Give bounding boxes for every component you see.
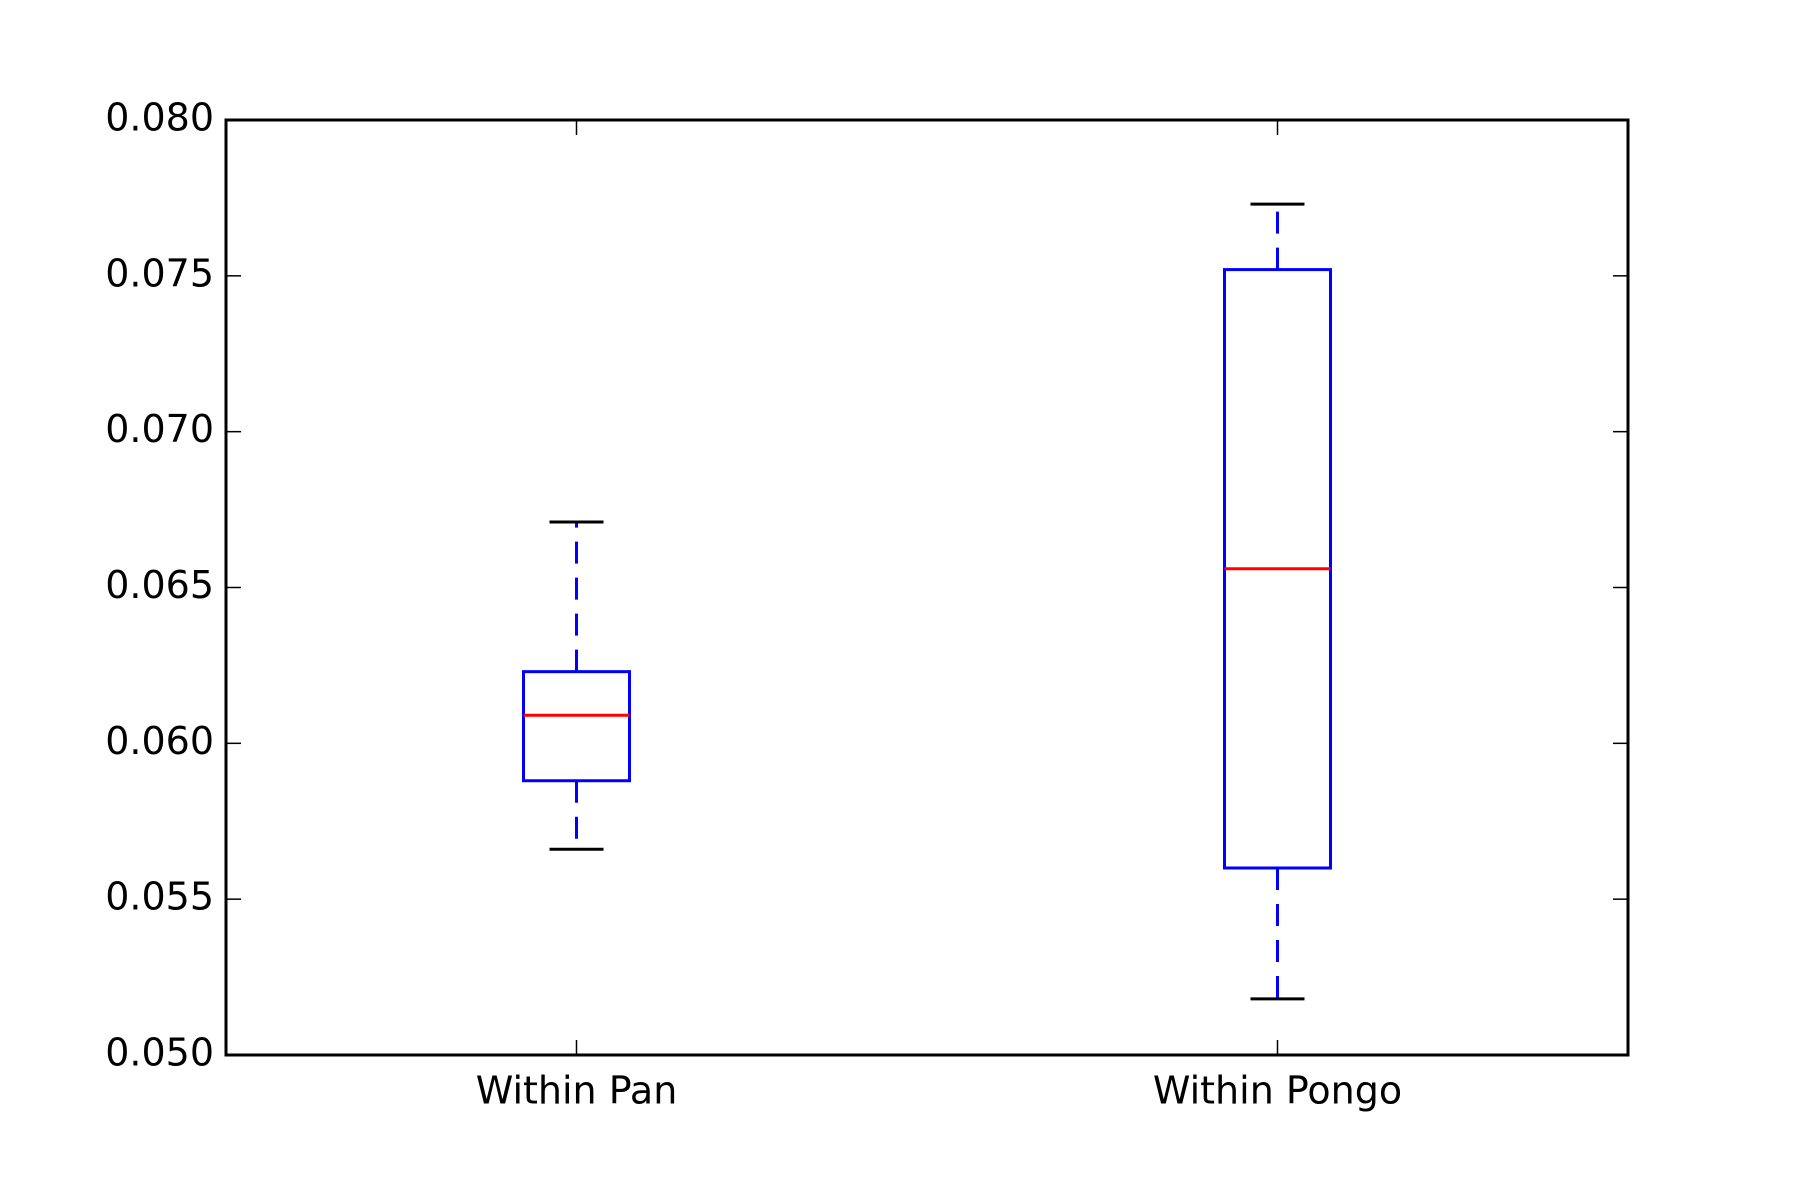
box-within-pan <box>522 520 631 851</box>
axes-frame <box>224 118 1630 1057</box>
x-tick-label: Within Pan <box>476 1069 678 1113</box>
x-tick-label: Within Pongo <box>1153 1069 1402 1113</box>
y-tick-label: 0.075 <box>105 251 214 295</box>
box-within-pongo <box>1223 202 1332 1001</box>
y-tick-label: 0.080 <box>105 96 214 140</box>
plot-marks <box>522 202 1332 1001</box>
iqr-box <box>522 670 631 783</box>
y-axis: 0.050 0.055 0.060 0.065 0.070 0.075 0.080 <box>105 96 1628 1075</box>
y-tick-label: 0.070 <box>105 407 214 451</box>
y-tick-label: 0.065 <box>105 563 214 607</box>
y-tick-label: 0.050 <box>105 1031 214 1075</box>
y-tick-label: 0.060 <box>105 719 214 763</box>
y-tick-label: 0.055 <box>105 875 214 919</box>
x-axis: Within Pan Within Pongo <box>476 120 1402 1113</box>
